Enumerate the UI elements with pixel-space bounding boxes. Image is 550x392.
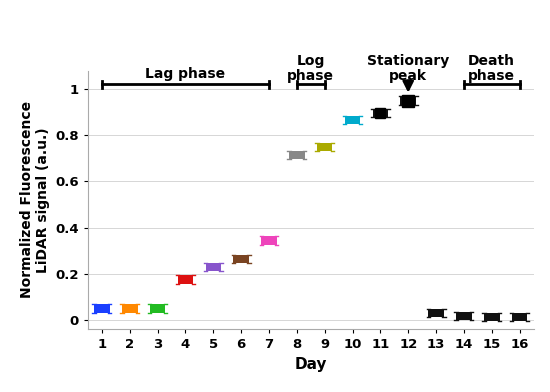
Y-axis label: Normalized Fluorescence
LiDAR signal (a.u.): Normalized Fluorescence LiDAR signal (a.… (20, 102, 50, 298)
Text: Lag phase: Lag phase (145, 67, 226, 81)
Text: Log
phase: Log phase (287, 54, 334, 83)
Text: Stationary
peak: Stationary peak (367, 54, 449, 83)
X-axis label: Day: Day (294, 357, 327, 372)
Text: Death
phase: Death phase (468, 54, 515, 83)
